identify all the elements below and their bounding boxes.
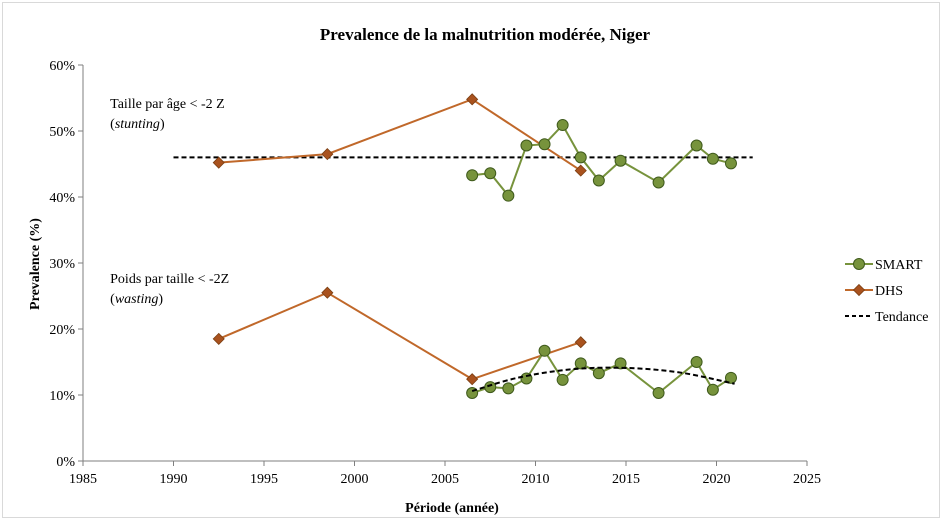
data-point [724, 157, 737, 170]
data-point [652, 387, 665, 400]
series-dhs-stunting [212, 93, 587, 177]
legend-marker [853, 258, 865, 270]
annotation-0-label: Taille par âge < -2 Z [110, 97, 225, 112]
y-tick-label: 60% [49, 59, 75, 74]
x-tick-label: 2020 [703, 472, 731, 487]
data-point [574, 151, 587, 164]
data-point [574, 336, 587, 349]
legend-label: Tendance [875, 310, 928, 325]
x-tick-label: 1990 [160, 472, 188, 487]
legend-label: SMART [875, 258, 923, 273]
data-point [502, 189, 515, 202]
x-tick-label: 1985 [69, 472, 97, 487]
y-tick-label: 0% [56, 455, 75, 470]
data-point [466, 169, 479, 182]
data-point [614, 357, 627, 370]
data-point [592, 367, 605, 380]
data-point [321, 286, 334, 299]
data-point [321, 148, 334, 161]
data-point [706, 383, 719, 396]
series-smart-stunting [466, 119, 737, 202]
plot-area [173, 93, 753, 400]
series-line [218, 98, 582, 172]
data-point [574, 164, 587, 177]
y-tick-label: 30% [49, 257, 75, 272]
data-point [690, 356, 703, 368]
x-tick-label: 1995 [250, 472, 278, 487]
data-point [520, 139, 533, 152]
legend-item-smart: SMART [845, 258, 923, 273]
series-dhs-wasting [212, 286, 587, 386]
data-point [724, 371, 737, 384]
data-point [502, 382, 515, 395]
legend-marker [852, 283, 866, 297]
annotations: Taille par âge < -2 Z (stunting) Poids par… [110, 97, 229, 307]
chart-title: Prevalence de la malnutrition modérée, N… [320, 25, 651, 44]
data-point [574, 357, 587, 370]
data-point [212, 332, 225, 345]
x-tick-label: 2015 [612, 472, 640, 487]
legend-label: DHS [875, 284, 903, 299]
data-point [652, 176, 665, 189]
y-axis-title: Prevalence (%) [28, 218, 43, 310]
annotation-0-sublabel: (stunting) [110, 117, 165, 132]
x-tick-label: 2005 [431, 472, 459, 487]
data-point [538, 344, 551, 357]
y-tick-label: 40% [49, 191, 75, 206]
data-point [556, 119, 569, 132]
data-point [614, 154, 627, 167]
annotation-1-sublabel: (wasting) [110, 292, 163, 307]
y-tick-label: 50% [49, 125, 75, 140]
data-point [706, 152, 719, 165]
data-point [592, 174, 605, 187]
axes: 0% 10% 20% 30% 40% 50% 60% 1985 1990 1995 2000 2005… [49, 59, 821, 487]
y-tick-label: 20% [49, 323, 75, 338]
x-tick-label: 2010 [522, 472, 550, 487]
data-point [212, 156, 225, 169]
legend-item-tendance: Tendance [845, 310, 928, 325]
trend-line [471, 366, 735, 392]
series-smart-wasting [466, 344, 737, 400]
legend-item-dhs: DHS [845, 283, 903, 299]
legend: SMART DHS Tendance [845, 258, 928, 325]
x-tick-label: 2000 [341, 472, 369, 487]
series-tendance-wasting [471, 366, 735, 392]
series-line [218, 291, 582, 381]
x-tick-label: 2025 [793, 472, 821, 487]
data-point [538, 138, 551, 151]
malnutrition-chart: Prevalence de la malnutrition modérée, N… [28, 25, 928, 516]
data-point [690, 139, 703, 152]
data-point [484, 167, 497, 180]
annotation-1-label: Poids par taille < -2Z [110, 272, 229, 287]
data-point [556, 373, 569, 386]
data-point [466, 93, 479, 106]
data-point [484, 381, 497, 394]
x-axis-title: Période (année) [405, 501, 499, 516]
data-point [466, 373, 479, 386]
y-tick-label: 10% [49, 389, 75, 404]
